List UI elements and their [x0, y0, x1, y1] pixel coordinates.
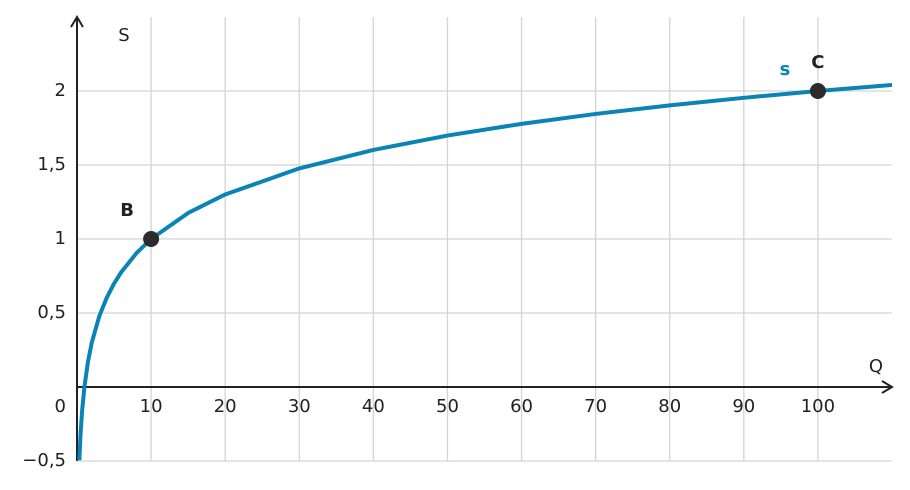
point-label: C: [811, 52, 824, 73]
x-tick-label: 90: [732, 396, 755, 417]
x-tick-label: 40: [362, 396, 385, 417]
x-tick-label: 20: [214, 396, 237, 417]
x-axis-label: Q: [869, 356, 883, 377]
x-tick-label: 50: [436, 396, 459, 417]
y-tick-label: 1,5: [37, 154, 66, 175]
x-tick-label: 30: [288, 396, 311, 417]
y-tick-label: 2: [55, 80, 66, 101]
x-tick-label: 100: [801, 396, 835, 417]
x-tick-label: 80: [658, 396, 681, 417]
point: [809, 83, 826, 99]
y-axis-label: S: [118, 25, 129, 46]
y-tick-label: −0,5: [22, 450, 66, 471]
x-tick-label: 60: [510, 396, 533, 417]
curve-label: s: [780, 59, 791, 80]
point: [143, 231, 160, 247]
y-axis-arrow: [70, 15, 84, 28]
y-tick-label: 0,5: [37, 302, 66, 323]
y-tick-label: 1: [55, 228, 66, 249]
point-label: B: [120, 200, 134, 221]
y-tick-label: 0: [55, 396, 66, 417]
x-axis-arrow: [881, 380, 894, 394]
x-tick-label: 70: [584, 396, 607, 417]
x-tick-label: 10: [140, 396, 163, 417]
curve: [77, 82, 893, 461]
